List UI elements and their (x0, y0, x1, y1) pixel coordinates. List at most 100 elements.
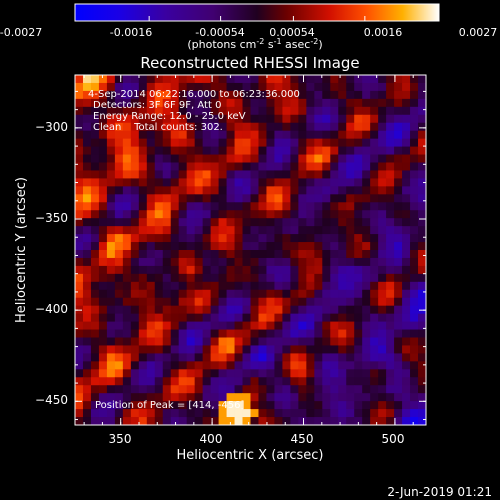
heatmap-cell (346, 106, 355, 116)
heatmap-cell (226, 321, 235, 330)
heatmap-cell (106, 178, 116, 187)
heatmap-cell (106, 146, 116, 155)
heatmap-cell (290, 353, 299, 362)
heatmap-cell (274, 289, 283, 299)
heatmap-cell (410, 409, 419, 418)
heatmap-cell (170, 154, 180, 163)
heatmap-cell (75, 90, 84, 100)
heatmap-cell (418, 329, 427, 338)
heatmap-cell (98, 82, 108, 92)
heatmap-cell (90, 106, 100, 116)
heatmap-cell (106, 313, 116, 322)
heatmap-cell (290, 90, 299, 100)
heatmap-cell (186, 361, 196, 370)
heatmap-cell (106, 329, 116, 338)
heatmap-cell (234, 194, 243, 203)
heatmap-cell (338, 401, 347, 410)
heatmap-cell (130, 138, 140, 147)
heatmap-cell (258, 250, 267, 259)
heatmap-cell (298, 138, 307, 147)
heatmap-cell (274, 226, 283, 235)
heatmap-cell (154, 417, 164, 426)
heatmap-cell (75, 154, 84, 163)
heatmap-cell (202, 146, 212, 155)
heatmap-cell (218, 337, 227, 346)
heatmap-cell (338, 329, 347, 338)
heatmap-cell (370, 313, 379, 322)
heatmap-cell (226, 90, 235, 100)
heatmap-cell (394, 194, 403, 203)
annotation-detectors: Detectors: 3F 6F 9F, Att 0 (93, 100, 221, 111)
heatmap-cell (418, 393, 427, 402)
heatmap-cell (162, 377, 172, 386)
heatmap-cell (250, 353, 259, 362)
heatmap-cell (362, 218, 371, 227)
heatmap-cell (410, 162, 419, 171)
heatmap-cell (314, 146, 323, 155)
heatmap-cell (338, 226, 347, 235)
heatmap-cell (218, 218, 227, 227)
heatmap-cell (314, 186, 323, 195)
heatmap-cell (154, 218, 164, 227)
heatmap-cell (250, 361, 259, 370)
heatmap-cell (202, 218, 212, 227)
heatmap-cell (274, 329, 283, 338)
heatmap-cell (162, 345, 172, 354)
heatmap-cell (194, 202, 204, 211)
heatmap-cell (162, 130, 172, 140)
heatmap-cell (162, 146, 172, 155)
heatmap-cell (178, 242, 188, 251)
heatmap-cell (154, 281, 164, 291)
heatmap-cell (298, 90, 307, 100)
heatmap-cell (362, 417, 371, 426)
heatmap-cell (386, 170, 395, 179)
heatmap-cell (418, 361, 427, 370)
heatmap-cell (274, 106, 283, 116)
heatmap-cell (370, 186, 379, 195)
heatmap-cell (410, 130, 419, 140)
heatmap-cell (82, 281, 92, 291)
heatmap-cell (282, 273, 291, 283)
heatmap-cell (90, 369, 100, 378)
heatmap-cell (330, 90, 339, 100)
heatmap-cell (130, 114, 140, 124)
heatmap-cell (194, 417, 204, 426)
heatmap-cell (362, 313, 371, 322)
heatmap-cell (154, 242, 164, 251)
heatmap-cell (122, 257, 132, 267)
heatmap-cell (218, 146, 227, 155)
heatmap-cell (106, 401, 116, 410)
heatmap-cell (338, 250, 347, 259)
heatmap-cell (202, 186, 212, 195)
heatmap-cell (362, 226, 371, 235)
heatmap-cell (162, 297, 172, 307)
heatmap-cell (98, 114, 108, 124)
heatmap-cell (162, 273, 172, 283)
heatmap-cell (146, 345, 156, 354)
chart-title: Reconstructed RHESSI Image (140, 54, 359, 72)
heatmap-cell (386, 122, 395, 132)
heatmap-cell (226, 122, 235, 132)
heatmap-cell (338, 170, 347, 179)
heatmap-cell (290, 417, 299, 426)
heatmap-cell (346, 146, 355, 155)
heatmap-cell (194, 305, 204, 315)
heatmap-cell (106, 194, 116, 203)
heatmap-cell (234, 281, 243, 291)
heatmap-cell (394, 170, 403, 179)
heatmap-cell (178, 106, 188, 116)
heatmap-cell (75, 162, 84, 171)
heatmap-cell (266, 210, 275, 219)
heatmap-cell (386, 409, 395, 418)
heatmap-cell (82, 130, 92, 140)
heatmap-cell (322, 122, 331, 132)
heatmap-cell (130, 98, 140, 108)
heatmap-cell (338, 273, 347, 283)
heatmap-cell (130, 417, 140, 426)
heatmap-cell (186, 170, 196, 179)
heatmap-cell (82, 106, 92, 116)
heatmap-cell (290, 194, 299, 203)
heatmap-cell (98, 122, 108, 132)
heatmap-cell (138, 178, 148, 187)
heatmap-cell (106, 138, 116, 147)
